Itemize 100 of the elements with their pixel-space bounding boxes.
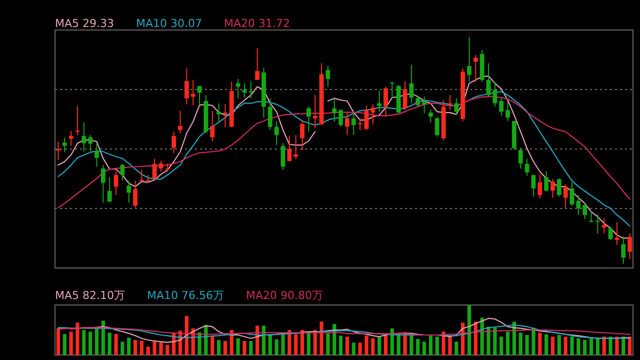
bar <box>262 326 266 355</box>
bar <box>159 342 163 355</box>
bar <box>602 336 606 355</box>
candlestick <box>531 174 536 198</box>
candlestick <box>268 98 272 131</box>
bar <box>428 336 432 355</box>
candlestick <box>454 98 459 116</box>
bar <box>628 336 632 355</box>
text: MA20 90.80万 <box>246 289 324 302</box>
candlestick <box>114 170 118 196</box>
candlestick <box>94 142 99 168</box>
candlestick <box>358 118 362 131</box>
candlestick <box>556 178 562 198</box>
candlestick <box>184 68 189 105</box>
candlestick <box>312 94 318 129</box>
candlestick <box>222 104 228 128</box>
candlestick <box>370 104 376 125</box>
text: MA5 82.10万 <box>55 289 126 302</box>
candlestick <box>210 110 215 142</box>
candlestick <box>338 108 343 128</box>
candlestick <box>589 210 594 223</box>
candlestick <box>126 180 132 204</box>
bar <box>338 336 343 355</box>
bar <box>69 332 73 355</box>
bar <box>76 322 80 355</box>
candlestick <box>120 163 125 182</box>
candlestick <box>326 66 330 88</box>
candlestick <box>216 102 221 122</box>
candlestick <box>550 178 555 198</box>
bar <box>56 328 60 355</box>
bar <box>506 332 510 355</box>
candlestick <box>152 158 157 181</box>
candlestick <box>422 96 426 114</box>
bar <box>364 336 368 355</box>
bar <box>114 334 118 355</box>
candlestick <box>248 80 254 99</box>
candlestick <box>158 160 164 172</box>
text: MA20 31.72 <box>224 17 290 30</box>
bar <box>550 336 555 355</box>
bar <box>564 336 568 355</box>
bar <box>94 328 99 355</box>
candlestick <box>107 176 112 203</box>
candlestick <box>274 121 279 146</box>
bar <box>474 322 478 355</box>
bar <box>448 336 452 355</box>
candlestick <box>133 180 138 208</box>
bar <box>249 341 253 355</box>
bar <box>166 345 170 355</box>
candlestick <box>294 134 298 160</box>
bar <box>358 342 362 355</box>
bar <box>557 335 561 355</box>
candlestick <box>492 81 498 108</box>
candlestick <box>434 116 440 138</box>
candlestick <box>467 36 472 82</box>
bar <box>371 338 375 355</box>
bar <box>532 328 536 355</box>
candlestick <box>56 141 60 161</box>
candlestick <box>524 158 530 176</box>
bar <box>146 346 150 355</box>
candlestick <box>602 218 606 234</box>
candlestick <box>287 135 292 162</box>
bar <box>210 336 214 355</box>
bar <box>294 334 298 355</box>
bar <box>281 334 285 355</box>
candlestick <box>197 86 202 106</box>
bar <box>518 332 522 355</box>
bar <box>615 336 619 355</box>
candlestick <box>82 122 86 152</box>
candlestick <box>416 96 420 108</box>
candlestick <box>628 232 632 260</box>
candlestick <box>345 111 350 136</box>
bar <box>500 336 504 355</box>
bar <box>589 338 594 355</box>
bar <box>454 342 458 355</box>
bar <box>300 330 304 355</box>
candlestick <box>306 106 311 132</box>
bar <box>274 339 278 355</box>
candlestick <box>614 222 620 246</box>
bar <box>525 335 529 355</box>
text: MA5 29.33 <box>55 17 114 30</box>
candlestick <box>255 48 260 80</box>
bar <box>82 330 86 355</box>
bar <box>416 339 420 355</box>
bar <box>378 336 382 355</box>
candlestick <box>544 170 548 192</box>
candlestick <box>140 170 144 182</box>
bar <box>493 328 497 355</box>
bar <box>435 336 439 355</box>
candlestick <box>473 54 478 82</box>
candlestick <box>486 62 491 98</box>
candlestick <box>190 79 196 106</box>
bar <box>467 305 472 355</box>
bar <box>152 341 156 355</box>
candlestick <box>582 202 588 220</box>
bar <box>442 332 446 355</box>
bar <box>120 342 124 355</box>
candlestick <box>570 182 574 206</box>
candlestick <box>409 64 414 104</box>
bar <box>544 334 548 355</box>
bar <box>306 332 310 355</box>
